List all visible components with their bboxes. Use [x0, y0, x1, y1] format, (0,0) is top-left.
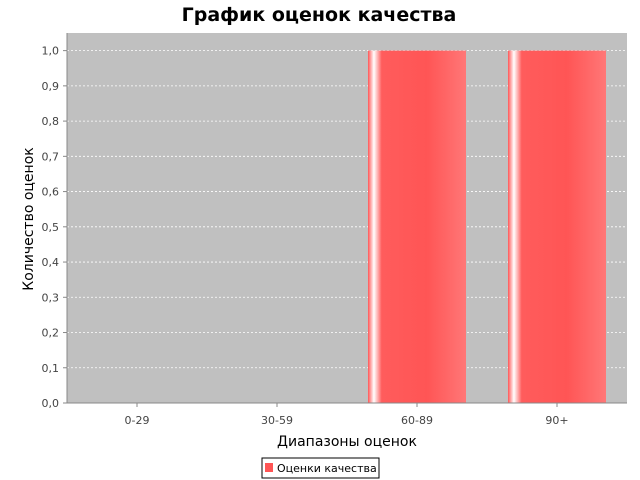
- y-tick-label: 0,5: [42, 221, 60, 234]
- y-tick-label: 0,0: [42, 397, 60, 410]
- bar-90+: [508, 50, 606, 403]
- x-axis-label: Диапазоны оценок: [277, 434, 417, 450]
- x-tick-label: 90+: [545, 414, 568, 427]
- legend-box: [261, 457, 380, 479]
- chart-title: График оценок качества: [182, 4, 457, 26]
- x-tick-label: 60-89: [401, 414, 433, 427]
- x-tick-label: 0-29: [125, 414, 150, 427]
- y-tick-label: 0,8: [42, 115, 60, 128]
- legend-swatch: [265, 463, 273, 472]
- y-tick-label: 0,1: [42, 362, 60, 375]
- y-tick-label: 0,7: [42, 150, 60, 163]
- y-tick-label: 0,2: [42, 327, 60, 340]
- y-axis-label: Количество оценок: [21, 147, 37, 290]
- y-tick-label: 1,0: [42, 45, 60, 58]
- x-tick-labels: 0-29 30-59 60-89 90+: [125, 403, 569, 427]
- legend-label: Оценки качества: [277, 462, 377, 475]
- grid-lines: [67, 50, 627, 369]
- y-tick-label: 0,6: [42, 186, 60, 199]
- y-tick-label: 0,4: [42, 256, 60, 269]
- y-tick-label: 0,9: [42, 80, 60, 93]
- x-tick-label: 30-59: [261, 414, 293, 427]
- legend: Оценки качества: [261, 457, 380, 479]
- bars: [368, 50, 606, 403]
- y-tick-label: 0,3: [42, 291, 60, 304]
- bar-60-89: [368, 50, 466, 403]
- y-tick-labels: 0,0 0,1 0,2 0,3 0,4 0,5 0,6 0,7 0,8 0,9 1,0: [42, 45, 67, 410]
